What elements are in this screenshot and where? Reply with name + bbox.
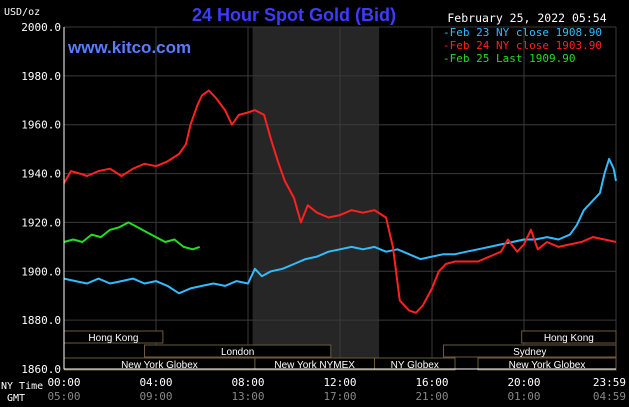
market-session-bar: [477, 357, 617, 371]
date-stamp: February 25, 2022 05:54: [447, 11, 606, 25]
y-tick-labels: 2000.0 1980.0 1960.0 1940.0 1920.0 1900.0 1880…: [21, 21, 61, 376]
x-tick-label: 08:00: [231, 376, 264, 389]
market-session-label: London: [221, 347, 254, 358]
market-session-label: New York Globex: [509, 360, 586, 371]
gmt-tick-label: 13:00: [231, 390, 264, 403]
y-tick-label: 1900.0: [21, 265, 61, 278]
y-tick-label: 1960.0: [21, 119, 61, 132]
y-tick-label: 1880.0: [21, 314, 61, 327]
market-session-bar: [144, 344, 332, 358]
y-tick-label: 1920.0: [21, 216, 61, 229]
plot-frame: [63, 27, 616, 370]
price-series: [63, 89, 617, 314]
market-session-label: New York Globex: [121, 360, 198, 371]
legend-entry: -Feb 25 Last 1909.90: [443, 52, 575, 65]
market-session-bar: [443, 344, 617, 358]
chart-title: 24 Hour Spot Gold (Bid): [192, 5, 396, 25]
market-session-label: Hong Kong: [88, 333, 138, 344]
y-tick-label: 2000.0: [21, 21, 61, 34]
x-tick-label: 16:00: [415, 376, 448, 389]
market-session-bar: [374, 357, 456, 371]
gmt-row-label: GMT: [7, 393, 25, 404]
gmt-tick-label: 17:00: [323, 390, 356, 403]
legend-entry: -Feb 23 NY close 1908.90: [443, 26, 602, 39]
x-tick-label: 04:00: [139, 376, 172, 389]
nymex-shaded-region: [252, 27, 380, 369]
ny-time-row-label: NY Time: [1, 381, 43, 392]
series-line-1: [63, 157, 617, 295]
y-tick-label: 1980.0: [21, 70, 61, 83]
market-session-label: Sydney: [513, 347, 546, 358]
gmt-tick-label: 09:00: [139, 390, 172, 403]
x-tick-label: 20:00: [507, 376, 540, 389]
market-session-label: NY Globex: [391, 360, 439, 371]
gmt-tick-label: 21:00: [415, 390, 448, 403]
y-axis-label: USD/oz: [4, 7, 40, 18]
y-tick-label: 1940.0: [21, 168, 61, 181]
market-session-bars: Hong Kong London New York Globex New York N…: [63, 330, 617, 371]
x-tick-label: 23:59: [593, 376, 626, 389]
kitco-watermark: www.kitco.com: [67, 38, 191, 57]
market-session-label: Hong Kong: [544, 333, 594, 344]
gmt-tick-label: 04:59: [593, 390, 626, 403]
legend: -Feb 23 NY close 1908.90-Feb 24 NY close…: [443, 26, 602, 65]
legend-entry: -Feb 24 NY close 1903.90: [443, 39, 602, 52]
series-line-2: [63, 89, 617, 314]
market-session-label: New York NYMEX: [274, 360, 355, 371]
x-tick-label: 00:00: [47, 376, 80, 389]
market-session-bar: [521, 330, 617, 344]
y-tick-label: 1860.0: [21, 363, 61, 376]
series-line-3: [63, 221, 201, 251]
gmt-tick-label: 05:00: [47, 390, 80, 403]
x-tick-label: 12:00: [323, 376, 356, 389]
gmt-tick-label: 01:00: [507, 390, 540, 403]
